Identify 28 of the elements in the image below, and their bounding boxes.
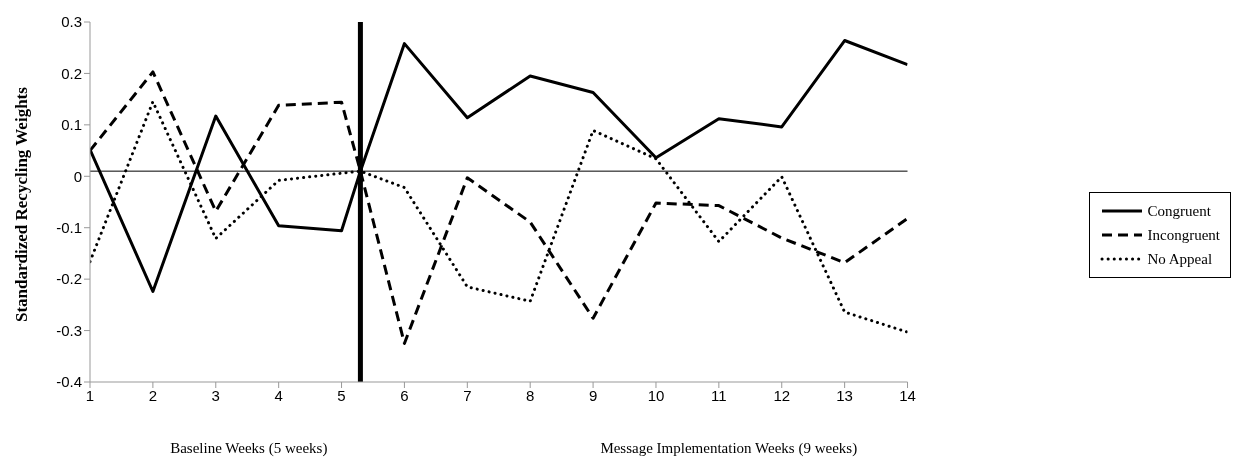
x-tick-label: 1 <box>85 386 95 404</box>
x-tick-label: 13 <box>836 386 853 404</box>
x-tick-label: 5 <box>337 386 346 404</box>
x-tick-label: 11 <box>711 386 727 404</box>
x-tick-label: 4 <box>274 386 283 404</box>
legend-label: Congruent <box>1147 202 1211 220</box>
x-tick-label: 14 <box>899 386 916 404</box>
y-tick-label: 0 <box>73 167 82 185</box>
x-tick-label: 2 <box>148 386 158 404</box>
y-tick-label: -0.4 <box>56 373 82 391</box>
y-tick-label: -0.3 <box>56 321 82 339</box>
x-tick-label: 9 <box>588 386 598 404</box>
x-tick-label: 12 <box>773 386 791 404</box>
x-tick-label: 8 <box>526 386 535 404</box>
legend-label: Incongruent <box>1147 226 1220 244</box>
y-tick-label: 0.2 <box>61 64 82 82</box>
y-tick-label: -0.2 <box>56 270 82 288</box>
y-tick-label: 0.1 <box>61 116 82 134</box>
y-tick-label: -0.1 <box>56 219 82 237</box>
x-tick-label: 10 <box>647 386 665 404</box>
x-tick-label: 6 <box>400 386 409 404</box>
y-axis-title: Standardized Recycling Weights <box>12 86 32 322</box>
text: Baseline Weeks (5 weeks) <box>170 440 328 457</box>
text: Message Implementation Weeks (9 weeks) <box>600 440 858 457</box>
y-tick-label: 0.3 <box>61 13 82 31</box>
x-tick-label: 7 <box>463 386 472 404</box>
legend-label: No Appeal <box>1147 250 1213 268</box>
x-tick-label: 3 <box>211 386 220 404</box>
